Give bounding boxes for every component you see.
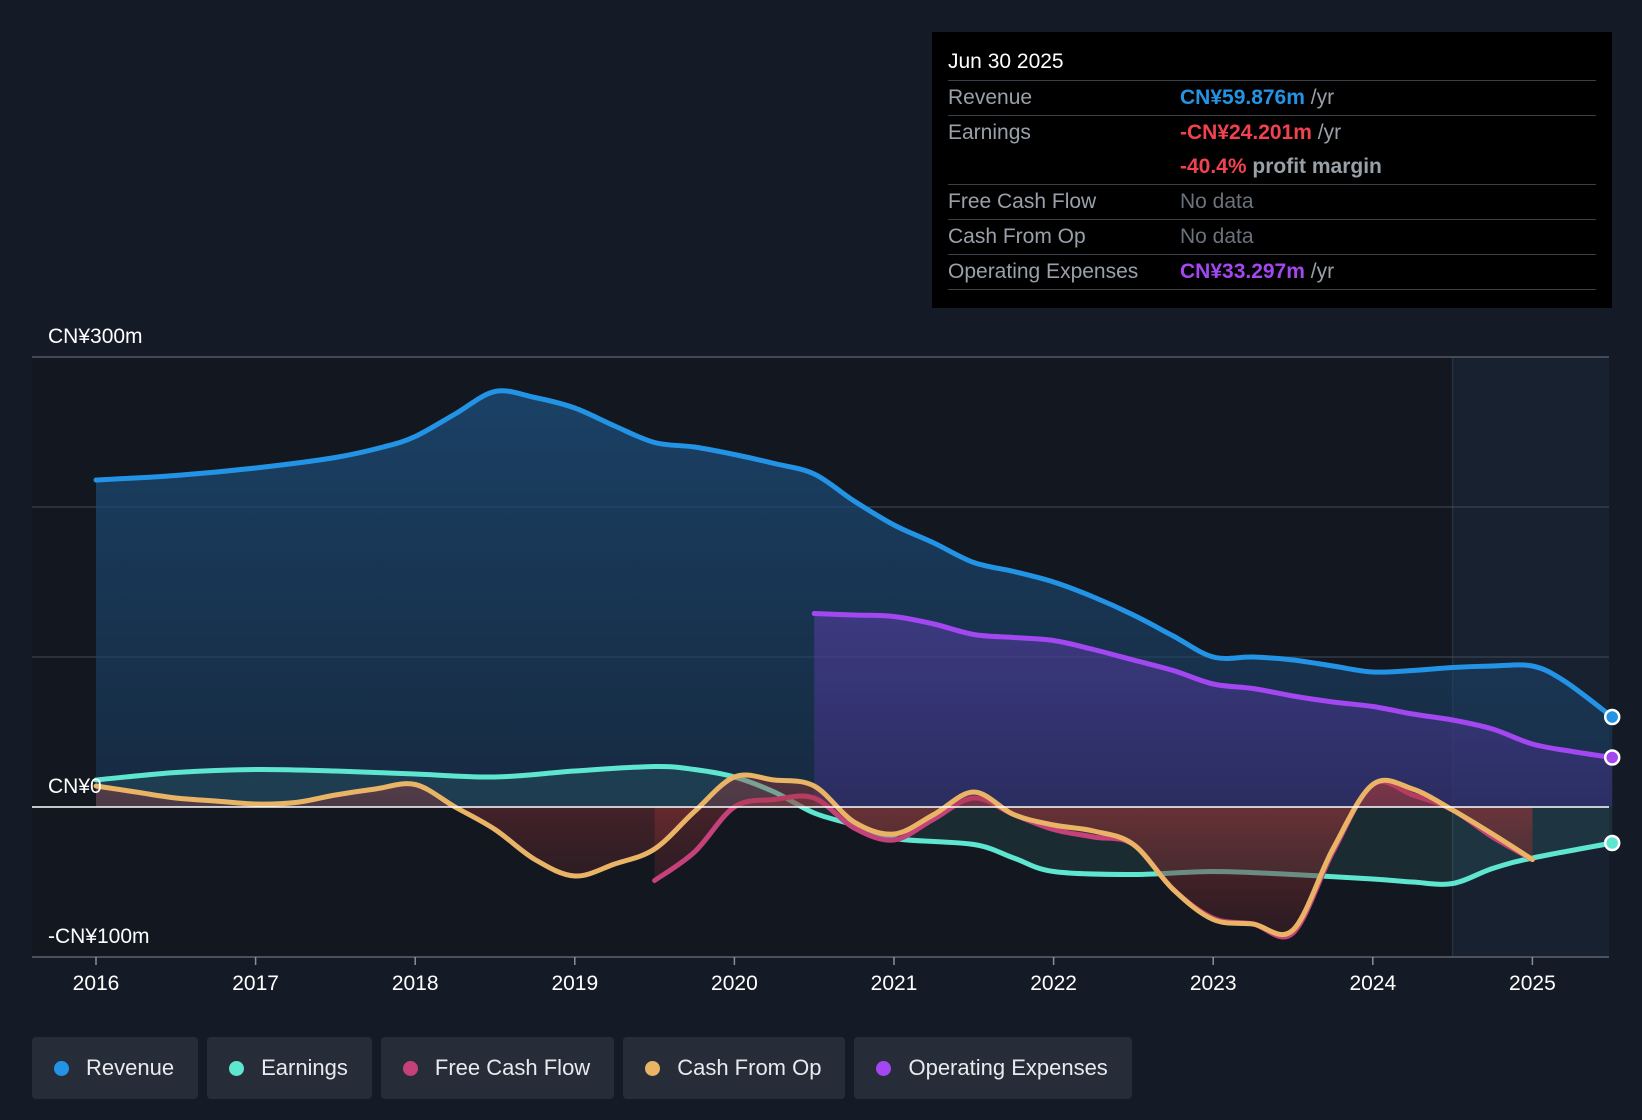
x-tick-label-2020: 2020 <box>711 972 758 995</box>
legend-item-earnings[interactable]: Earnings <box>207 1037 372 1099</box>
tooltip-row-revenue: Revenue CN¥59.876m /yr <box>948 81 1596 116</box>
operating-expenses-end-marker <box>1603 749 1621 766</box>
revenue-dot-icon <box>54 1060 69 1076</box>
revenue-end-marker <box>1603 708 1621 726</box>
x-tick-label-2016: 2016 <box>73 972 120 995</box>
tooltip-row-earnings: Earnings -CN¥24.201m /yr <box>948 116 1596 150</box>
legend: Revenue Earnings Free Cash Flow Cash Fro… <box>32 1037 1141 1099</box>
cash-from-op-area <box>96 775 1533 935</box>
x-tick-label-2025: 2025 <box>1509 972 1556 995</box>
x-tick-label-2023: 2023 <box>1190 972 1237 995</box>
legend-label-earnings: Earnings <box>261 1055 348 1080</box>
legend-item-cash-from-op[interactable]: Cash From Op <box>623 1037 846 1099</box>
tooltip-label-fcf: Free Cash Flow <box>948 190 1097 213</box>
tooltip-label-opex: Operating Expenses <box>948 260 1139 283</box>
legend-item-revenue[interactable]: Revenue <box>32 1037 199 1099</box>
tooltip-value-revenue: CN¥59.876m <box>1180 86 1305 109</box>
x-tick-label-2022: 2022 <box>1030 972 1077 995</box>
x-tick-label-2017: 2017 <box>232 972 279 995</box>
x-tick-label-2018: 2018 <box>392 972 439 995</box>
revenue-line <box>93 388 1615 720</box>
tooltip-value-opex: CN¥33.297m <box>1180 260 1305 283</box>
x-tick-label-2024: 2024 <box>1349 972 1396 995</box>
tooltip-suffix-margin: profit margin <box>1246 155 1382 178</box>
tooltip-suffix-revenue: /yr <box>1304 86 1335 109</box>
tooltip-suffix-earnings: /yr <box>1311 121 1342 144</box>
axis-layer: CN¥300m CN¥0 -CN¥100m 2016 2017 2018 2019 2020 2… <box>32 325 1609 995</box>
tooltip-date: Jun 30 2025 <box>948 44 1596 81</box>
operating-expenses-area <box>814 613 1613 807</box>
cash-from-op-dot-icon <box>645 1060 661 1076</box>
y-tick-label-cn-0: CN¥0 <box>48 775 102 798</box>
operating-expenses-dot-icon <box>876 1060 892 1076</box>
hover-tooltip: Jun 30 2025 Revenue CN¥59.876m /yr Earni… <box>932 32 1612 308</box>
tooltip-value-margin: -40.4% <box>1180 155 1247 178</box>
cash-from-op-line <box>93 772 1535 938</box>
tooltip-row-margin: -40.4% profit margin <box>948 150 1596 185</box>
tooltip-label-earnings: Earnings <box>948 121 1031 144</box>
tooltip-value-cfo: No data <box>1180 225 1254 248</box>
operating-expenses-line <box>811 611 1615 760</box>
legend-label-operating-expenses: Operating Expenses <box>908 1055 1108 1080</box>
legend-label-revenue: Revenue <box>86 1055 175 1080</box>
tooltip-row-cfo: Cash From Op No data <box>948 220 1596 255</box>
y-tick-label--cn-100m: -CN¥100m <box>48 925 150 948</box>
y-tick-label-cn-300m: CN¥300m <box>48 325 143 348</box>
tooltip-row-fcf: Free Cash Flow No data <box>948 185 1596 220</box>
earnings-dot-icon <box>229 1060 245 1076</box>
tooltip-row-opex: Operating Expenses CN¥33.297m /yr <box>948 255 1596 290</box>
legend-label-free-cash-flow: Free Cash Flow <box>434 1055 591 1080</box>
series-layer <box>93 388 1621 940</box>
tooltip-value-fcf: No data <box>1180 190 1254 213</box>
earnings-end-marker <box>1603 834 1621 852</box>
legend-item-free-cash-flow[interactable]: Free Cash Flow <box>380 1037 615 1099</box>
tooltip-label-revenue: Revenue <box>948 86 1033 109</box>
tooltip-label-margin <box>948 150 1180 184</box>
tooltip-label-cfo: Cash From Op <box>948 225 1086 248</box>
tooltip-value-earnings: -CN¥24.201m <box>1180 121 1312 144</box>
tooltip-suffix-opex: /yr <box>1304 260 1335 283</box>
x-tick-label-2021: 2021 <box>871 972 918 995</box>
legend-item-operating-expenses[interactable]: Operating Expenses <box>854 1037 1132 1099</box>
legend-label-cash-from-op: Cash From Op <box>677 1055 822 1080</box>
free-cash-flow-dot-icon <box>402 1060 418 1076</box>
x-tick-label-2019: 2019 <box>551 972 598 995</box>
